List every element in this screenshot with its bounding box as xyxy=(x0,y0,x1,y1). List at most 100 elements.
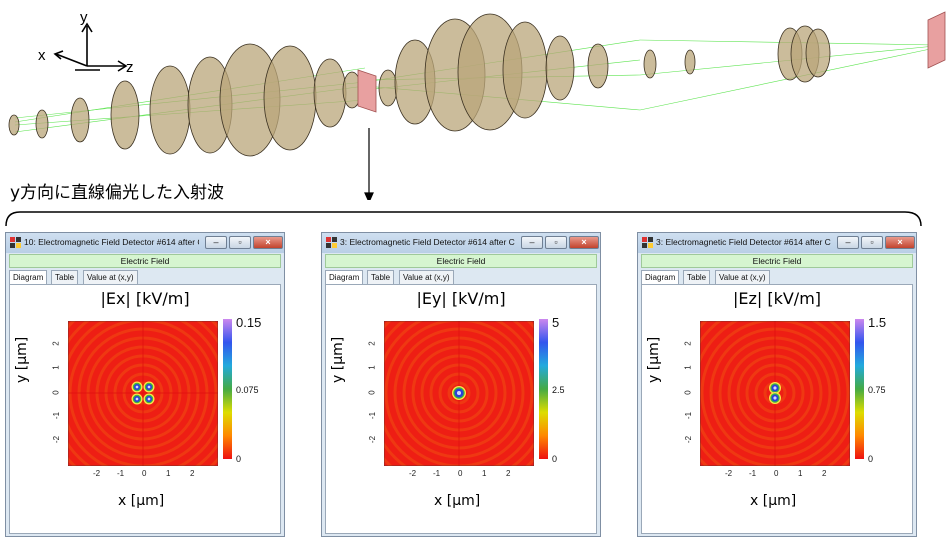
window-titlebar[interactable]: 10: Electromagnetic Field Detector #614 … xyxy=(6,233,284,253)
y-tick: -1 xyxy=(52,411,62,420)
x-tick: 2 xyxy=(822,469,827,478)
colorbar-min-label: 0 xyxy=(868,454,874,464)
detector-plane-end xyxy=(927,11,946,69)
x-tick: 1 xyxy=(482,469,487,478)
lens-group-1 xyxy=(8,43,362,157)
axis-label-y: y xyxy=(80,9,88,26)
field-lobe-core xyxy=(135,385,139,389)
detector-window-ez[interactable]: 3: Electromagnetic Field Detector #614 a… xyxy=(637,232,917,537)
tab-diagram[interactable]: Diagram xyxy=(641,270,680,284)
y-tick: 0 xyxy=(683,390,693,395)
tab-table[interactable]: Table xyxy=(367,270,395,284)
x-tick: 2 xyxy=(506,469,511,478)
minimize-button[interactable]: – xyxy=(837,236,859,249)
y-tick: 1 xyxy=(367,365,377,370)
field-type-bar: Electric Field xyxy=(641,254,913,268)
field-heatmap[interactable] xyxy=(700,321,850,466)
field-peak-core xyxy=(456,390,462,396)
y-axis-label: y [µm] xyxy=(646,336,662,383)
x-axis-label: x [µm] xyxy=(434,493,481,509)
y-tick: -1 xyxy=(684,411,694,420)
diagram-pane: |Ey| [kV/m] y [µm] -2 -1 0 1 2 2 1 0 -1 … xyxy=(325,284,597,534)
detector-window-ex[interactable]: 10: Electromagnetic Field Detector #614 … xyxy=(5,232,285,537)
tab-diagram[interactable]: Diagram xyxy=(9,270,48,284)
colorbar-mid-label: 2.5 xyxy=(552,385,565,395)
interference-ring xyxy=(700,321,850,466)
x-tick: -2 xyxy=(409,469,417,478)
x-tick: 1 xyxy=(798,469,803,478)
x-tick: -1 xyxy=(433,469,441,478)
window-title: 10: Electromagnetic Field Detector #614 … xyxy=(24,237,199,247)
colorbar xyxy=(539,319,548,459)
maximize-button[interactable]: ▫ xyxy=(861,236,883,249)
window-titlebar[interactable]: 3: Electromagnetic Field Detector #614 a… xyxy=(638,233,916,253)
axis-label-x: x xyxy=(38,47,46,64)
colorbar-min-label: 0 xyxy=(236,454,242,464)
x-tick: 2 xyxy=(190,469,195,478)
field-lobe-core xyxy=(135,397,139,401)
y-tick: 2 xyxy=(51,341,61,346)
field-lobe-core xyxy=(147,397,151,401)
x-tick: 1 xyxy=(166,469,171,478)
field-type-bar: Electric Field xyxy=(9,254,281,268)
field-heatmap[interactable] xyxy=(68,321,218,466)
y-tick: 0 xyxy=(367,390,377,395)
interference-ring xyxy=(384,321,534,466)
detector-window-ey[interactable]: 3: Electromagnetic Field Detector #614 a… xyxy=(321,232,601,537)
maximize-button[interactable]: ▫ xyxy=(229,236,251,249)
plot-title: |Ex| [kV/m] xyxy=(100,289,190,308)
window-title: 3: Electromagnetic Field Detector #614 a… xyxy=(340,237,515,247)
x-tick: -2 xyxy=(725,469,733,478)
detector-plane-mid xyxy=(357,69,377,113)
minimize-button[interactable]: – xyxy=(521,236,543,249)
colorbar xyxy=(855,319,864,459)
x-tick: 0 xyxy=(458,469,463,478)
colorbar-max-label: 1.5 xyxy=(868,315,887,330)
close-button[interactable]: × xyxy=(569,236,599,249)
y-tick: 1 xyxy=(683,365,693,370)
caption-incident-wave: y方向に直線偏光した入射波 xyxy=(10,183,225,203)
app-icon xyxy=(642,237,653,248)
y-axis-label: y [µm] xyxy=(330,336,346,383)
window-titlebar[interactable]: 3: Electromagnetic Field Detector #614 a… xyxy=(322,233,600,253)
field-lobe-core xyxy=(147,385,151,389)
tab-value-at-xy[interactable]: Value at (x,y) xyxy=(399,270,454,284)
tab-table[interactable]: Table xyxy=(683,270,711,284)
colorbar xyxy=(223,319,232,459)
app-icon xyxy=(326,237,337,248)
detector-pointer-arrow xyxy=(364,128,374,200)
diagram-pane: |Ez| [kV/m] y [µm] -2 -1 0 1 2 2 1 0 -1 … xyxy=(641,284,913,534)
tab-diagram[interactable]: Diagram xyxy=(325,270,364,284)
x-tick: 0 xyxy=(774,469,779,478)
tab-value-at-xy[interactable]: Value at (x,y) xyxy=(83,270,138,284)
y-tick: -2 xyxy=(684,435,694,444)
field-lobe-core xyxy=(773,396,777,400)
y-tick: 0 xyxy=(51,390,61,395)
maximize-button[interactable]: ▫ xyxy=(545,236,567,249)
x-tick: -1 xyxy=(117,469,125,478)
lens-group-2 xyxy=(378,13,831,132)
colorbar-mid-label: 0.75 xyxy=(868,385,886,395)
field-lobe-core xyxy=(773,386,777,390)
minimize-button[interactable]: – xyxy=(205,236,227,249)
y-tick: 1 xyxy=(51,365,61,370)
x-axis-label: x [µm] xyxy=(750,493,797,509)
field-type-bar: Electric Field xyxy=(325,254,597,268)
field-heatmap[interactable] xyxy=(384,321,534,466)
tab-table[interactable]: Table xyxy=(51,270,79,284)
colorbar-mid-label: 0.075 xyxy=(236,385,259,395)
colorbar-min-label: 0 xyxy=(552,454,558,464)
coordinate-axes-icon xyxy=(53,22,128,72)
close-button[interactable]: × xyxy=(253,236,283,249)
window-title: 3: Electromagnetic Field Detector #614 a… xyxy=(656,237,831,247)
grouping-brace xyxy=(5,211,922,227)
colorbar-max-label: 5 xyxy=(552,315,560,330)
axis-label-z: z xyxy=(126,59,134,76)
y-tick: 2 xyxy=(367,341,377,346)
close-button[interactable]: × xyxy=(885,236,915,249)
optical-system-illustration: y x z xyxy=(8,9,946,200)
y-tick: -1 xyxy=(368,411,378,420)
x-tick: -1 xyxy=(749,469,757,478)
plot-title: |Ez| [kV/m] xyxy=(732,289,822,308)
tab-value-at-xy[interactable]: Value at (x,y) xyxy=(715,270,770,284)
